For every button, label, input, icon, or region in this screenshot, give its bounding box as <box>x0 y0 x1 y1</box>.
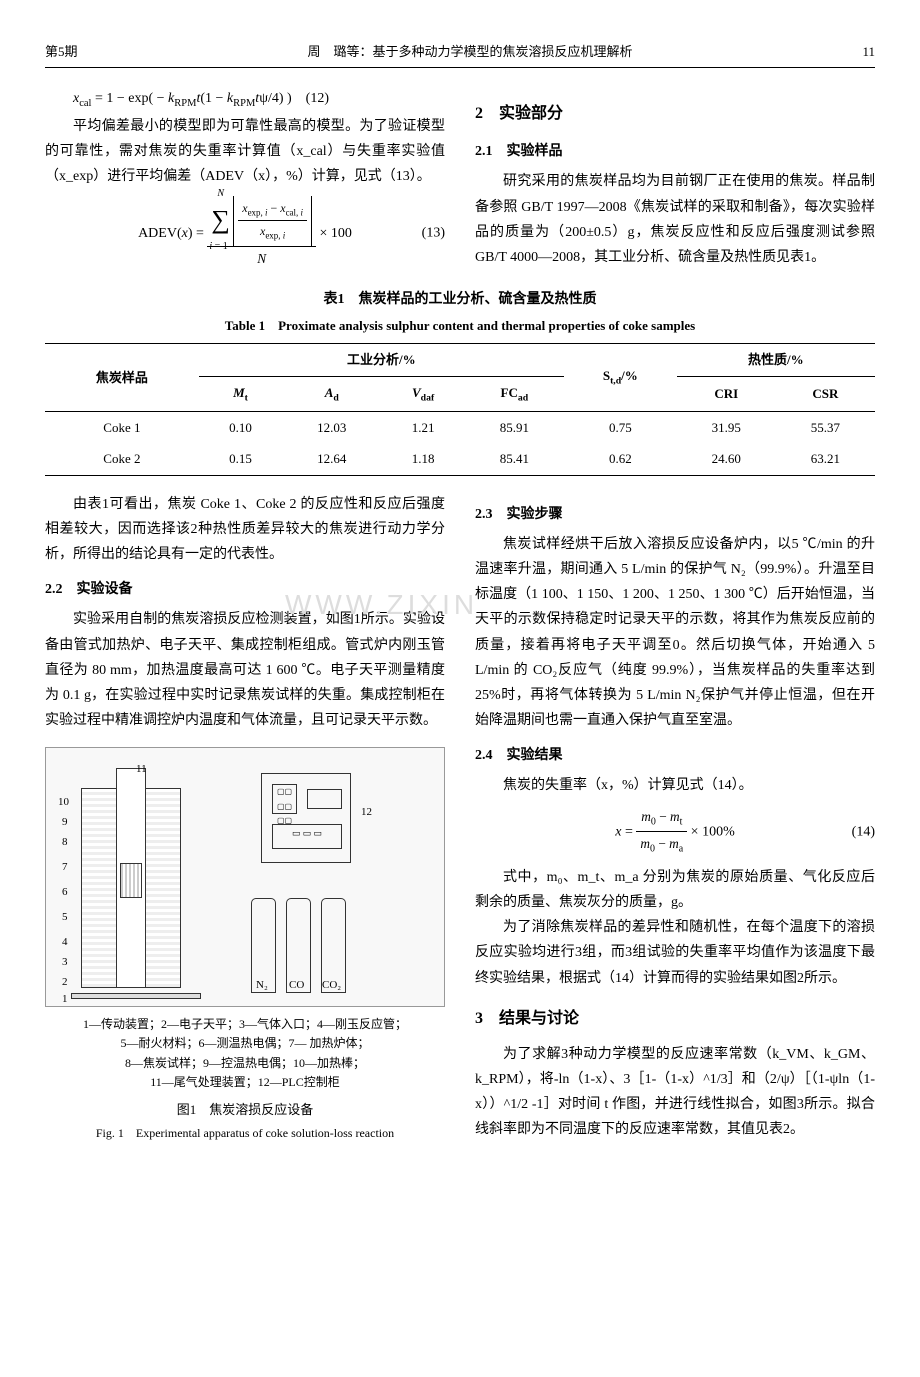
cell: 0.75 <box>564 411 677 443</box>
cell: 24.60 <box>677 443 776 475</box>
table-row: Coke 1 0.10 12.03 1.21 85.91 0.75 31.95 … <box>45 411 875 443</box>
th-thermal: 热性质/% <box>677 344 875 376</box>
figure-1-caption-en: Fig. 1 Experimental apparatus of coke so… <box>45 1123 445 1145</box>
lower-columns: 由表1可看出，焦炭 Coke 1、Coke 2 的反应性和反应后强度相差较大，因… <box>45 492 875 1159</box>
page-number: 11 <box>862 40 875 63</box>
equation-13: ADEV(x) = N ∑ i = 1 xexp, i − xcal, i xe… <box>45 196 445 271</box>
legend-line: 5—耐火材料；6—测温热电偶；7— 加热炉体； <box>120 1036 369 1050</box>
right-col-upper: 2 实验部分 2.1 实验样品 研究采用的焦炭样品均为目前钢厂正在使用的焦炭。样… <box>475 86 875 276</box>
fig-label: 7 <box>62 858 68 878</box>
cell: Coke 2 <box>45 443 199 475</box>
equation-12: xcal = 1 − exp( − kRPMt(1 − kRPMtψ/4) ) … <box>45 86 445 114</box>
table-1-caption-en: Table 1 Proximate analysis sulphur conte… <box>45 314 875 337</box>
eq13-number: (13) <box>422 221 445 246</box>
balance-base <box>71 993 201 999</box>
page-header: 第5期 周 璐等：基于多种动力学模型的焦炭溶损反应机理解析 11 <box>45 40 875 68</box>
fig-label: 6 <box>62 883 68 903</box>
para-after-table-left: 由表1可看出，焦炭 Coke 1、Coke 2 的反应性和反应后强度相差较大，因… <box>45 492 445 568</box>
para-2-4-a: 焦炭的失重率（x，%）计算见式（14）。 <box>475 773 875 798</box>
cell: 0.10 <box>199 411 282 443</box>
table-row: Coke 2 0.15 12.64 1.18 85.41 0.62 24.60 … <box>45 443 875 475</box>
legend-line: 8—焦炭试样；9—控温热电偶；10—加热棒； <box>125 1056 365 1070</box>
fig-label: 5 <box>62 908 68 928</box>
th-fcad: FCad <box>465 376 564 411</box>
running-title: 周 璐等：基于多种动力学模型的焦炭溶损反应机理解析 <box>78 40 863 63</box>
section-2-heading: 2 实验部分 <box>475 100 875 129</box>
figure-1-block: 10 9 8 7 6 5 4 3 2 1 11 ▢▢▢▢▢▢ <box>45 747 445 1145</box>
figure-1-schematic: 10 9 8 7 6 5 4 3 2 1 11 ▢▢▢▢▢▢ <box>45 747 445 1007</box>
gas-label: N₂ <box>256 976 268 996</box>
fig-label: 8 <box>62 833 68 853</box>
fig-label: 11 <box>136 760 147 780</box>
subsection-2-4-heading: 2.4 实验结果 <box>475 743 875 768</box>
cell: 0.62 <box>564 443 677 475</box>
issue-number: 第5期 <box>45 40 78 63</box>
para-2-1: 研究采用的焦炭样品均为目前钢厂正在使用的焦炭。样品制备参照 GB/T 1997—… <box>475 169 875 270</box>
cell: 12.64 <box>282 443 381 475</box>
coke-sample <box>120 863 142 898</box>
figure-1-legend: 1—传动装置；2—电子天平；3—气体入口；4—刚玉反应管； 5—耐火材料；6—测… <box>45 1015 445 1092</box>
th-vdaf: Vdaf <box>381 376 464 411</box>
para-2-4-c: 为了消除焦炭样品的差异性和随机性，在每个温度下的溶损反应实验均进行3组，而3组试… <box>475 915 875 991</box>
cell: 1.18 <box>381 443 464 475</box>
figure-1-caption-cn: 图1 焦炭溶损反应设备 <box>45 1098 445 1121</box>
table-1-wrap: 表1 焦炭样品的工业分析、硫含量及热性质 Table 1 Proximate a… <box>45 287 875 476</box>
cell: 85.91 <box>465 411 564 443</box>
plc-cabinet: ▢▢▢▢▢▢ ▭ ▭ ▭ <box>261 773 351 863</box>
th-industrial: 工业分析/% <box>199 344 564 376</box>
cell: 31.95 <box>677 411 776 443</box>
section-3-heading: 3 结果与讨论 <box>475 1005 875 1034</box>
subsection-2-1-heading: 2.1 实验样品 <box>475 139 875 164</box>
th-ad: Ad <box>282 376 381 411</box>
cell: 12.03 <box>282 411 381 443</box>
subsection-2-3-heading: 2.3 实验步骤 <box>475 502 875 527</box>
cell: 85.41 <box>465 443 564 475</box>
fig-label: 9 <box>62 813 68 833</box>
th-std: St,d/% <box>564 344 677 412</box>
eq12-number: (12) <box>306 91 329 106</box>
table-1-caption-cn: 表1 焦炭样品的工业分析、硫含量及热性质 <box>45 287 875 312</box>
cell: Coke 1 <box>45 411 199 443</box>
cell: 63.21 <box>776 443 875 475</box>
gas-label: CO₂ <box>322 976 341 996</box>
cell: 55.37 <box>776 411 875 443</box>
para-adev-intro: 平均偏差最小的模型即为可靠性最高的模型。为了验证模型的可靠性，需对焦炭的失重率计… <box>45 114 445 190</box>
para-2-3: 焦炭试样经烘干后放入溶损反应设备炉内，以5 ℃/min 的升温速率升温，期间通入… <box>475 532 875 734</box>
legend-line: 1—传动装置；2—电子天平；3—气体入口；4—刚玉反应管； <box>83 1017 407 1031</box>
equation-14: x = m0 − mt m0 − ma × 100% (14) <box>475 805 875 859</box>
para-2-4-b: 式中，m₀、m_t、m_a 分别为焦炭的原始质量、气化反应后剩余的质量、焦炭灰分… <box>475 865 875 915</box>
left-col-upper: xcal = 1 − exp( − kRPMt(1 − kRPMtψ/4) ) … <box>45 86 445 276</box>
fig-label: 4 <box>62 933 68 953</box>
eq14-number: (14) <box>852 819 875 844</box>
th-cri: CRI <box>677 376 776 411</box>
fig-label: 12 <box>361 803 372 823</box>
cell: 0.15 <box>199 443 282 475</box>
fig-label: 3 <box>62 953 68 973</box>
left-col-lower: 由表1可看出，焦炭 Coke 1、Coke 2 的反应性和反应后强度相差较大，因… <box>45 492 445 1159</box>
gas-label: CO <box>289 976 304 996</box>
cell: 1.21 <box>381 411 464 443</box>
fig-label: 10 <box>58 793 69 813</box>
th-mt: Mt <box>199 376 282 411</box>
right-col-lower: 2.3 实验步骤 焦炭试样经烘干后放入溶损反应设备炉内，以5 ℃/min 的升温… <box>475 492 875 1159</box>
table-1: 焦炭样品 工业分析/% St,d/% 热性质/% Mt Ad Vdaf FCad… <box>45 343 875 475</box>
th-coke: 焦炭样品 <box>45 344 199 412</box>
th-csr: CSR <box>776 376 875 411</box>
upper-columns: xcal = 1 − exp( − kRPMt(1 − kRPMtψ/4) ) … <box>45 86 875 276</box>
para-2-2: 实验采用自制的焦炭溶损反应检测装置，如图1所示。实验设备由管式加热炉、电子天平、… <box>45 607 445 733</box>
fig-label: 1 <box>62 990 68 1010</box>
para-3: 为了求解3种动力学模型的反应速率常数（k_VM、k_GM、k_RPM），将-ln… <box>475 1042 875 1143</box>
subsection-2-2-heading: 2.2 实验设备 <box>45 577 445 602</box>
legend-line: 11—尾气处理装置；12—PLC控制柜 <box>150 1075 340 1089</box>
